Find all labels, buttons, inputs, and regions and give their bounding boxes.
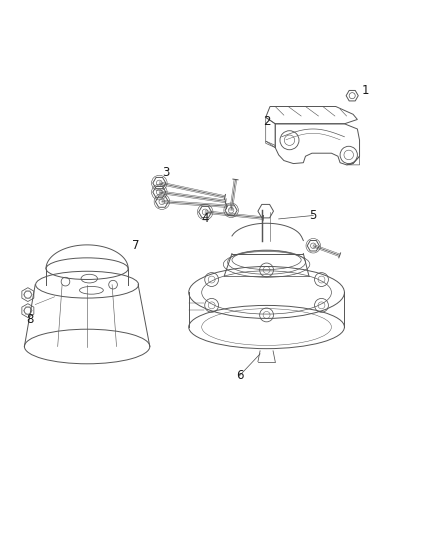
- Text: 1: 1: [361, 84, 369, 98]
- Text: 7: 7: [132, 239, 140, 252]
- Text: 6: 6: [236, 369, 244, 382]
- Text: 3: 3: [162, 166, 170, 179]
- Text: 4: 4: [201, 212, 209, 224]
- Text: 2: 2: [263, 115, 270, 128]
- Text: 8: 8: [26, 313, 33, 326]
- Text: 5: 5: [310, 209, 317, 222]
